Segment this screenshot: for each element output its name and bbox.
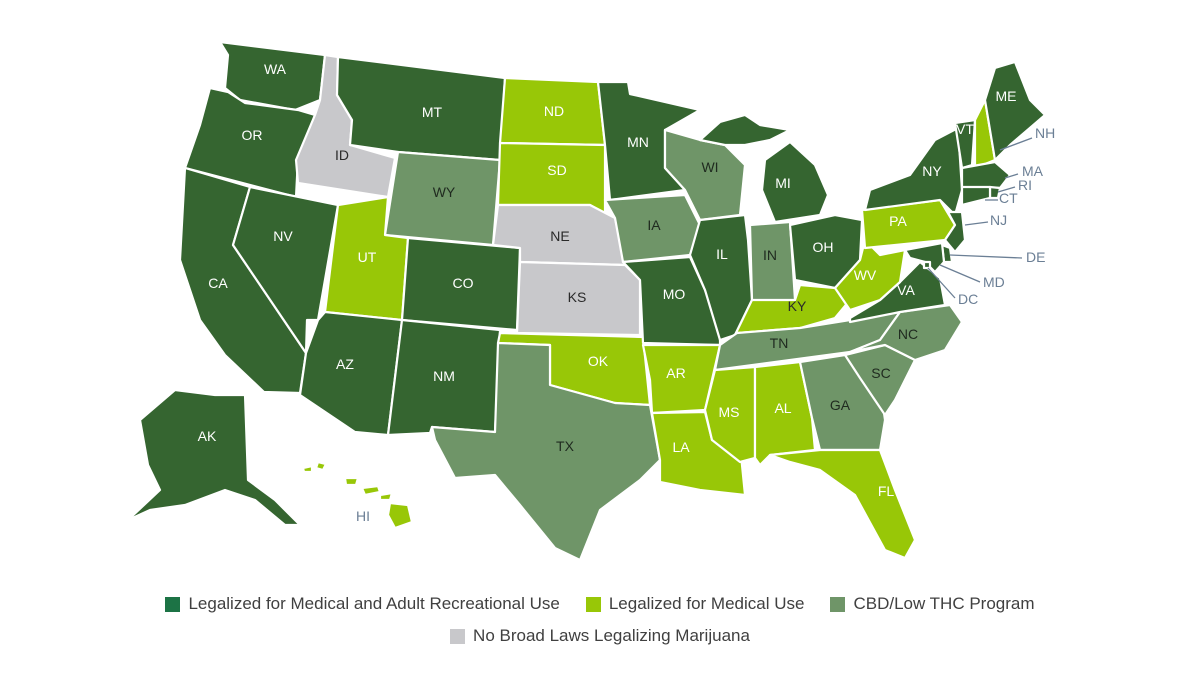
legend-label-rec: Legalized for Medical and Adult Recreati… — [188, 594, 560, 613]
state-label-ms: MS — [719, 404, 740, 420]
legend-swatch-cbd — [830, 596, 846, 612]
state-nc[interactable] — [848, 303, 964, 362]
leader-lines — [927, 137, 1033, 299]
legend-item-none: No Broad Laws Legalizing Marijuana — [450, 626, 750, 646]
state-label-ak: AK — [198, 428, 217, 444]
state-label-co: CO — [453, 275, 474, 291]
legend-swatch-none — [450, 628, 466, 644]
state-label-la: LA — [672, 439, 690, 455]
state-label-tn: TN — [770, 335, 789, 351]
state-label-ia: IA — [647, 217, 661, 233]
state-label-ct: CT — [999, 190, 1018, 206]
state-label-nd: ND — [544, 103, 564, 119]
state-label-nm: NM — [433, 368, 455, 384]
state-label-wv: WV — [854, 267, 877, 283]
state-me[interactable] — [983, 60, 1047, 162]
state-label-ma: MA — [1022, 163, 1044, 179]
state-label-de: DE — [1026, 249, 1045, 265]
state-label-al: AL — [774, 400, 791, 416]
state-dc[interactable] — [922, 260, 932, 270]
state-label-dc: DC — [958, 291, 978, 307]
state-hi[interactable] — [301, 460, 414, 530]
state-label-il: IL — [716, 246, 728, 262]
legend-label-med: Legalized for Medical Use — [608, 594, 805, 613]
state-label-ny: NY — [922, 163, 942, 179]
state-label-ut: UT — [358, 249, 377, 265]
legend-item-cbd: CBD/Low THC Program — [830, 594, 1035, 614]
state-label-ri: RI — [1018, 177, 1032, 193]
state-label-ky: KY — [788, 298, 807, 314]
state-ny[interactable] — [863, 126, 964, 217]
state-label-ga: GA — [830, 397, 851, 413]
state-label-tx: TX — [556, 438, 575, 454]
state-fl[interactable] — [768, 448, 917, 560]
state-tx[interactable] — [430, 341, 662, 562]
state-label-pa: PA — [889, 213, 907, 229]
state-label-vt: VT — [956, 121, 974, 137]
state-label-ne: NE — [550, 228, 569, 244]
state-label-nv: NV — [273, 228, 293, 244]
state-label-ar: AR — [666, 365, 685, 381]
state-label-sd: SD — [547, 162, 566, 178]
state-label-in: IN — [763, 247, 777, 263]
state-label-nc: NC — [898, 326, 918, 342]
state-label-or: OR — [242, 127, 263, 143]
state-nj[interactable] — [943, 210, 967, 254]
state-az[interactable] — [298, 310, 404, 437]
state-label-mt: MT — [422, 104, 443, 120]
state-label-me: ME — [996, 88, 1017, 104]
state-mi[interactable] — [760, 140, 830, 224]
state-labels: WA OR CA NV ID MT WY UT CO AZ NM ND SD NE KS OK TX MN IA MO… — [198, 61, 1056, 524]
state-ks[interactable] — [515, 260, 642, 337]
state-label-mi: MI — [775, 175, 791, 191]
us-states-map: WA OR CA NV ID MT WY UT CO AZ NM ND SD NE KS OK TX MN IA MO… — [126, 40, 1056, 562]
state-md[interactable] — [903, 241, 946, 274]
state-label-md: MD — [983, 274, 1005, 290]
state-label-ks: KS — [568, 289, 587, 305]
state-label-id: ID — [335, 147, 349, 163]
state-label-hi: HI — [356, 508, 370, 524]
legend-row-2: No Broad Laws Legalizing Marijuana — [0, 626, 1200, 646]
state-label-oh: OH — [813, 239, 834, 255]
state-label-wi: WI — [701, 159, 718, 175]
state-label-wa: WA — [264, 61, 287, 77]
state-label-wy: WY — [433, 184, 456, 200]
legend-item-med: Legalized for Medical Use — [585, 594, 805, 614]
state-label-az: AZ — [336, 356, 354, 372]
legend-row-1: Legalized for Medical and Adult Recreati… — [0, 594, 1200, 614]
state-label-mn: MN — [627, 134, 649, 150]
state-ct[interactable] — [960, 185, 992, 207]
legend-swatch-rec — [165, 596, 181, 612]
state-sd[interactable] — [496, 141, 607, 216]
state-label-ok: OK — [588, 353, 609, 369]
state-vt[interactable] — [953, 118, 977, 170]
legend-item-rec: Legalized for Medical and Adult Recreati… — [165, 594, 560, 614]
state-in[interactable] — [748, 220, 797, 307]
state-label-sc: SC — [871, 365, 890, 381]
state-label-va: VA — [897, 282, 915, 298]
state-label-fl: FL — [878, 483, 895, 499]
state-ma[interactable] — [960, 160, 1012, 190]
legend-swatch-med — [585, 596, 601, 612]
state-label-nh: NH — [1035, 125, 1055, 141]
state-label-nj: NJ — [990, 212, 1007, 228]
state-mi-upper[interactable] — [698, 113, 792, 147]
state-ak[interactable] — [126, 388, 302, 527]
state-label-mo: MO — [663, 286, 686, 302]
state-label-ca: CA — [208, 275, 228, 291]
legend-label-cbd: CBD/Low THC Program — [853, 594, 1035, 613]
legend-label-none: No Broad Laws Legalizing Marijuana — [473, 626, 750, 645]
